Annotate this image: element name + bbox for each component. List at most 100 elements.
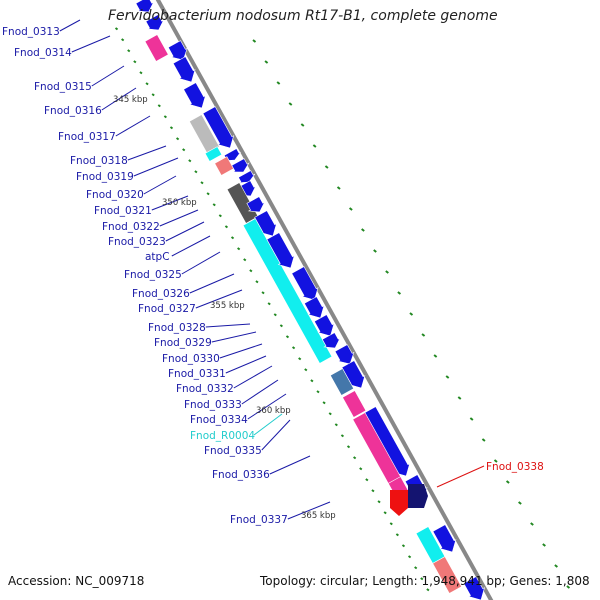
gene-label-pointer (211, 331, 257, 343)
gene-label-pointer (71, 35, 111, 53)
gene-label[interactable]: Fnod_0315 (34, 81, 92, 93)
gene-label-pointer (59, 19, 81, 32)
gene-label[interactable]: Fnod_0331 (168, 368, 226, 380)
inner-ring-tick (279, 324, 283, 328)
gene-label[interactable]: Fnod_0338 (486, 461, 544, 473)
gene-label[interactable]: Fnod_0318 (70, 155, 128, 167)
gene-label-pointer (159, 209, 199, 227)
gene-feature[interactable] (144, 14, 166, 35)
gene-feature[interactable] (265, 232, 298, 273)
gene-feature[interactable] (321, 332, 343, 353)
gene-label[interactable]: Fnod_0333 (184, 399, 242, 411)
gene-label[interactable]: Fnod_0328 (148, 322, 206, 334)
gene-feature[interactable] (290, 266, 322, 305)
gene-feature[interactable] (329, 368, 355, 396)
gene-label[interactable]: Fnod_0322 (102, 221, 160, 233)
gene-feature[interactable] (171, 56, 199, 87)
outer-ring-tick (469, 417, 474, 421)
outer-ring-tick (264, 60, 269, 64)
gene-feature[interactable] (242, 218, 333, 364)
inner-ring-tick (359, 467, 363, 471)
kbp-marker-label: 350 kbp (162, 198, 197, 208)
gene-feature[interactable] (222, 148, 242, 165)
fnod-0338-feature[interactable] (390, 490, 408, 516)
gene-feature[interactable] (303, 296, 329, 323)
gene-feature[interactable] (167, 40, 192, 65)
gene-label-pointer (269, 455, 311, 475)
gene-label[interactable]: Fnod_0314 (14, 47, 72, 59)
gene-feature-shape (135, 0, 155, 13)
gene-label[interactable]: Fnod_0327 (138, 303, 196, 315)
outer-ring-tick (385, 270, 389, 274)
gene-label[interactable]: Fnod_0320 (86, 189, 144, 201)
gene-feature[interactable] (201, 106, 238, 153)
outer-ring-tick (348, 207, 353, 211)
gene-label[interactable]: Fnod_0325 (124, 269, 182, 281)
gene-feature[interactable] (204, 146, 223, 162)
kbp-marker-label: 345 kbp (113, 95, 148, 105)
gene-feature[interactable] (333, 344, 358, 369)
gene-feature[interactable] (313, 314, 339, 341)
inner-ring-tick (304, 368, 308, 372)
inner-ring-tick (218, 214, 222, 218)
kbp-marker-label: 365 kbp (301, 511, 336, 521)
gene-label[interactable]: Fnod_0313 (2, 26, 60, 38)
inner-ring-tick (401, 544, 406, 548)
gene-label[interactable]: Fnod_R0004 (190, 430, 255, 442)
inner-ring-tick (340, 434, 345, 438)
gene-label[interactable]: Fnod_0335 (204, 445, 262, 457)
gene-feature[interactable] (431, 524, 460, 557)
inner-ring-tick (224, 225, 229, 229)
outer-ring-tick (324, 165, 329, 169)
inner-ring-tick (127, 49, 131, 53)
gene-label[interactable]: Fnod_0329 (154, 337, 212, 349)
outer-ring-tick (542, 543, 546, 547)
outer-ring-tick (481, 438, 486, 442)
inner-ring-tick (169, 126, 174, 130)
gene-feature-shape (202, 106, 235, 149)
inner-ring-tick (188, 159, 192, 163)
gene-feature[interactable] (237, 170, 257, 187)
gene-feature-shape (303, 296, 325, 319)
gene-feature-shape (334, 344, 355, 365)
inner-ring-tick (371, 489, 375, 493)
gene-label-pointer (127, 145, 167, 161)
gene-label[interactable]: Fnod_0332 (176, 383, 234, 395)
gene-feature[interactable] (230, 158, 251, 177)
gene-feature[interactable] (144, 34, 169, 62)
inner-ring-tick (206, 192, 210, 196)
gene-feature[interactable] (245, 196, 267, 217)
gene-feature[interactable] (342, 390, 367, 418)
outer-ring-tick (361, 228, 365, 232)
gene-feature[interactable] (134, 0, 156, 16)
inner-ring-tick (114, 27, 119, 31)
inner-ring-tick (230, 236, 235, 240)
gene-label[interactable]: Fnod_0321 (94, 205, 152, 217)
neighbor-feature[interactable] (408, 484, 428, 508)
gene-feature-shape (144, 34, 169, 62)
gene-label[interactable]: Fnod_0316 (44, 105, 102, 117)
inner-ring-tick (267, 302, 271, 306)
inner-ring-tick (163, 115, 167, 119)
gene-label[interactable]: Fnod_0336 (212, 469, 270, 481)
outer-ring-tick (312, 144, 317, 148)
gene-label[interactable]: Fnod_0334 (190, 414, 248, 426)
gene-label[interactable]: atpC (145, 251, 170, 263)
gene-label[interactable]: Fnod_0323 (108, 236, 166, 248)
gene-feature[interactable] (214, 156, 234, 176)
gene-label[interactable]: Fnod_0326 (132, 288, 190, 300)
gene-feature-shape (321, 332, 341, 349)
genome-summary-text: Topology: circular; Length: 1,948,941 bp… (260, 574, 590, 588)
gene-feature[interactable] (432, 556, 462, 594)
gene-label[interactable]: Fnod_0330 (162, 353, 220, 365)
gene-label-pointer (253, 413, 283, 436)
gene-feature[interactable] (462, 576, 489, 600)
inner-ring-tick (175, 137, 180, 141)
inner-ring-tick (298, 357, 302, 361)
gene-label[interactable]: Fnod_0319 (76, 171, 134, 183)
gene-label[interactable]: Fnod_0317 (58, 131, 116, 143)
gene-feature[interactable] (182, 82, 210, 113)
gene-label[interactable]: Fnod_0337 (230, 514, 288, 526)
inner-ring-tick (383, 511, 387, 515)
inner-ring-tick (291, 346, 296, 350)
